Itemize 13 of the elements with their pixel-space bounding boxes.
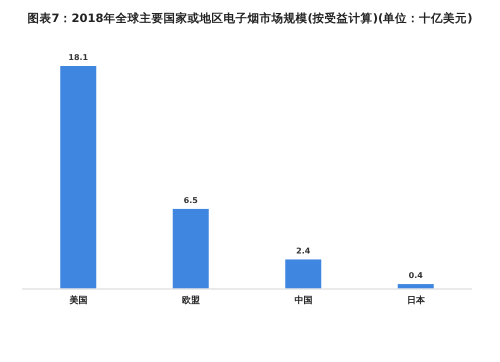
x-tick-label: 欧盟 bbox=[182, 294, 200, 305]
bar bbox=[398, 284, 434, 289]
x-tick-label: 日本 bbox=[406, 294, 426, 305]
data-label: 18.1 bbox=[68, 53, 89, 62]
data-label: 0.4 bbox=[408, 271, 424, 280]
x-tick-label: 美国 bbox=[68, 294, 88, 305]
x-tick-label: 中国 bbox=[294, 294, 312, 305]
data-label: 6.5 bbox=[184, 196, 198, 205]
bar bbox=[60, 66, 96, 289]
chart-title: 图表7：2018年全球主要国家或地区电子烟市场规模(按受益计算)(单位：十亿美元) bbox=[27, 11, 473, 25]
data-label: 2.4 bbox=[296, 246, 311, 256]
bar bbox=[172, 208, 209, 289]
bar bbox=[285, 259, 322, 289]
